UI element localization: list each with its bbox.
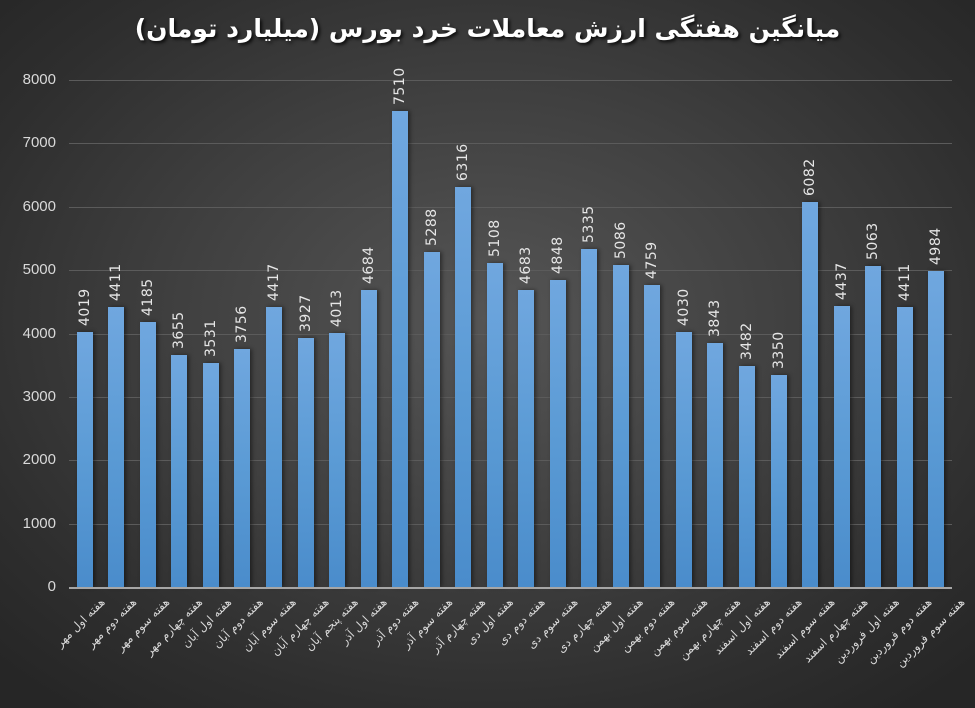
data-label: 3756 <box>234 305 250 343</box>
data-label: 5288 <box>424 208 440 246</box>
bar <box>550 280 566 587</box>
y-tick-label: 0 <box>47 578 56 595</box>
bar <box>613 265 629 587</box>
data-label: 4013 <box>329 289 345 327</box>
bar <box>581 249 597 587</box>
chart-title: میانگین هفتگی ارزش معاملات خرد بورس (میل… <box>134 14 841 43</box>
bar <box>707 343 723 587</box>
bar <box>865 266 881 587</box>
y-tick-label: 5000 <box>22 261 56 278</box>
bar <box>266 307 282 587</box>
data-label: 4984 <box>928 227 944 265</box>
bar <box>644 285 660 587</box>
data-label: 5108 <box>487 219 503 257</box>
bar <box>392 111 408 587</box>
gridline <box>69 334 952 335</box>
bar <box>928 271 944 587</box>
data-label: 5335 <box>581 205 597 243</box>
data-label: 4684 <box>361 246 377 284</box>
data-label: 4417 <box>266 263 282 301</box>
data-label: 7510 <box>392 67 408 105</box>
gridline <box>69 270 952 271</box>
data-label: 5063 <box>865 222 881 260</box>
bar <box>140 322 156 587</box>
bar <box>234 349 250 587</box>
bar <box>455 187 471 587</box>
data-label: 4437 <box>834 262 850 300</box>
gridline <box>69 80 952 81</box>
data-label: 3655 <box>171 311 187 349</box>
bar <box>739 366 755 587</box>
bar <box>834 306 850 587</box>
gridline <box>69 143 952 144</box>
data-label: 3843 <box>707 299 723 337</box>
data-label: 6082 <box>802 158 818 196</box>
y-tick-label: 2000 <box>22 451 56 468</box>
bar <box>329 333 345 587</box>
data-label: 6316 <box>455 143 471 181</box>
data-label: 3350 <box>771 331 787 369</box>
data-label: 4019 <box>77 288 93 326</box>
gridline <box>69 397 952 398</box>
bar <box>203 363 219 587</box>
bar <box>897 307 913 587</box>
bar <box>487 263 503 587</box>
bar <box>802 202 818 587</box>
y-tick-label: 4000 <box>22 325 56 342</box>
data-label: 3482 <box>739 322 755 360</box>
bar <box>771 375 787 587</box>
y-tick-label: 6000 <box>22 198 56 215</box>
data-label: 4411 <box>897 263 913 301</box>
data-label: 3927 <box>298 294 314 332</box>
gridline <box>69 207 952 208</box>
data-label: 4030 <box>676 288 692 326</box>
x-axis-line <box>69 587 952 589</box>
data-label: 4759 <box>644 241 660 279</box>
data-label: 4411 <box>108 263 124 301</box>
bar <box>424 252 440 587</box>
data-label: 4683 <box>518 246 534 284</box>
bar <box>298 338 314 587</box>
data-label: 5086 <box>613 221 629 259</box>
data-label: 4185 <box>140 278 156 316</box>
data-label: 3531 <box>203 319 219 357</box>
y-tick-label: 3000 <box>22 388 56 405</box>
bar <box>361 290 377 587</box>
gridline <box>69 524 952 525</box>
y-tick-label: 7000 <box>22 134 56 151</box>
y-tick-label: 1000 <box>22 515 56 532</box>
bar <box>171 355 187 587</box>
bar <box>676 332 692 587</box>
gridline <box>69 460 952 461</box>
bar <box>77 332 93 587</box>
bar <box>108 307 124 587</box>
bar <box>518 290 534 587</box>
data-label: 4848 <box>550 236 566 274</box>
y-tick-label: 8000 <box>22 71 56 88</box>
